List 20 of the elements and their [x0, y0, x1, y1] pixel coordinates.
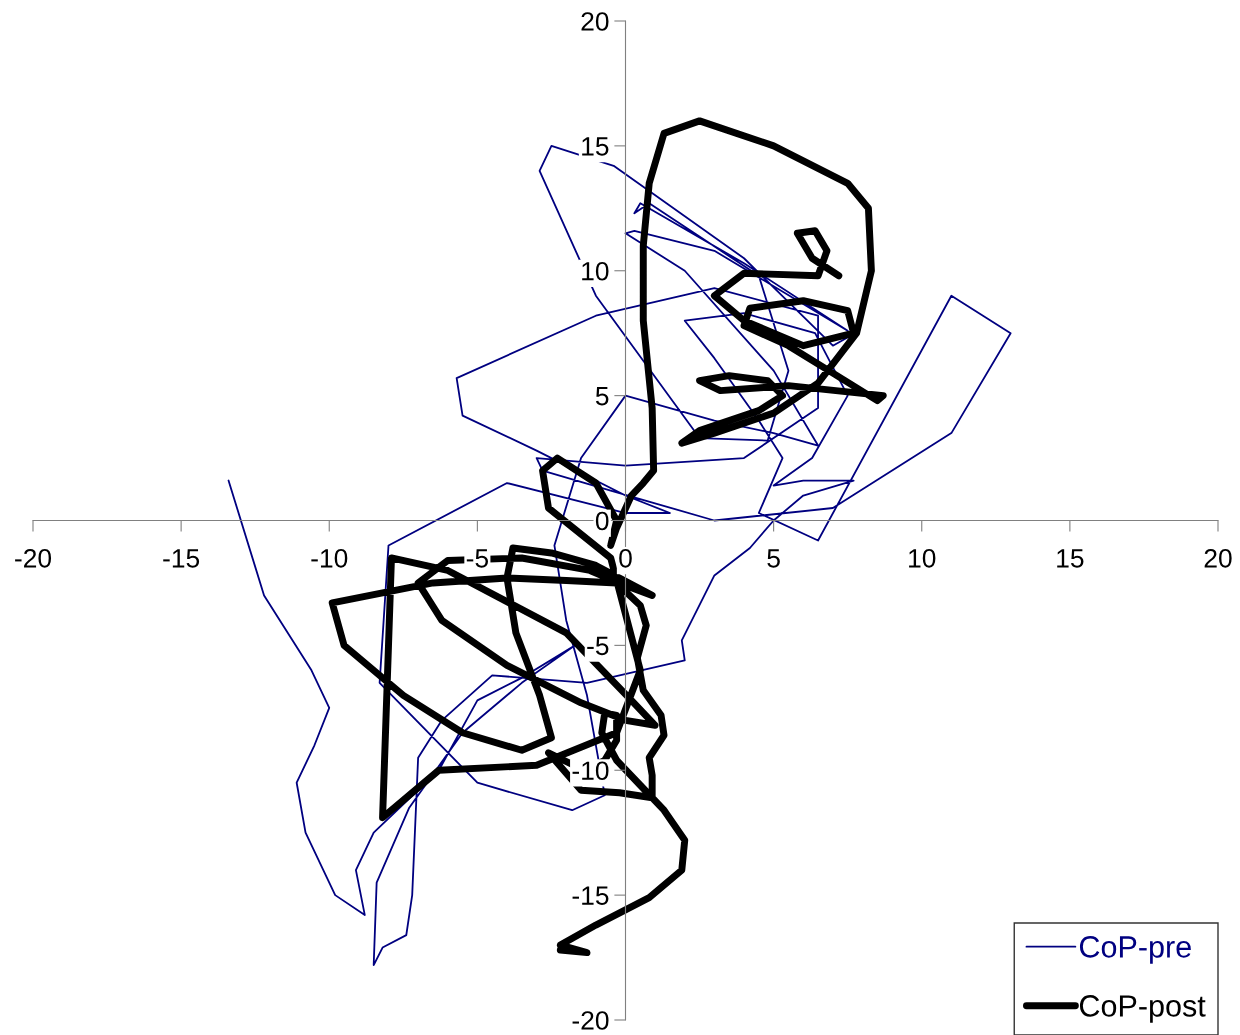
- y-tick-label: 20: [581, 12, 609, 31]
- y-tick-label: -5: [587, 636, 609, 656]
- y-tick-label: 5: [595, 387, 609, 406]
- x-tick-label: -15: [163, 549, 200, 568]
- x-tick-label: 0: [619, 548, 632, 568]
- y-tick-label: -10: [572, 761, 609, 781]
- x-tick-label: 20: [1204, 548, 1232, 568]
- y-tick-label: -20: [572, 1011, 609, 1030]
- y-tick-label: 0: [595, 511, 609, 531]
- x-tick-label: 5: [767, 549, 780, 568]
- legend-label: CoP-pre: [1079, 936, 1191, 964]
- x-tick-label: 10: [909, 548, 936, 568]
- y-tick-label: -15: [572, 886, 609, 905]
- x-tick-label: -10: [311, 548, 348, 568]
- y-tick-label: 15: [582, 137, 609, 156]
- x-tick-label: 15: [1057, 549, 1084, 568]
- legend-label: CoP-post: [1079, 995, 1206, 1023]
- x-tick-label: -20: [15, 548, 52, 568]
- x-tick-label: -5: [466, 549, 488, 568]
- y-tick-label: 10: [582, 261, 609, 281]
